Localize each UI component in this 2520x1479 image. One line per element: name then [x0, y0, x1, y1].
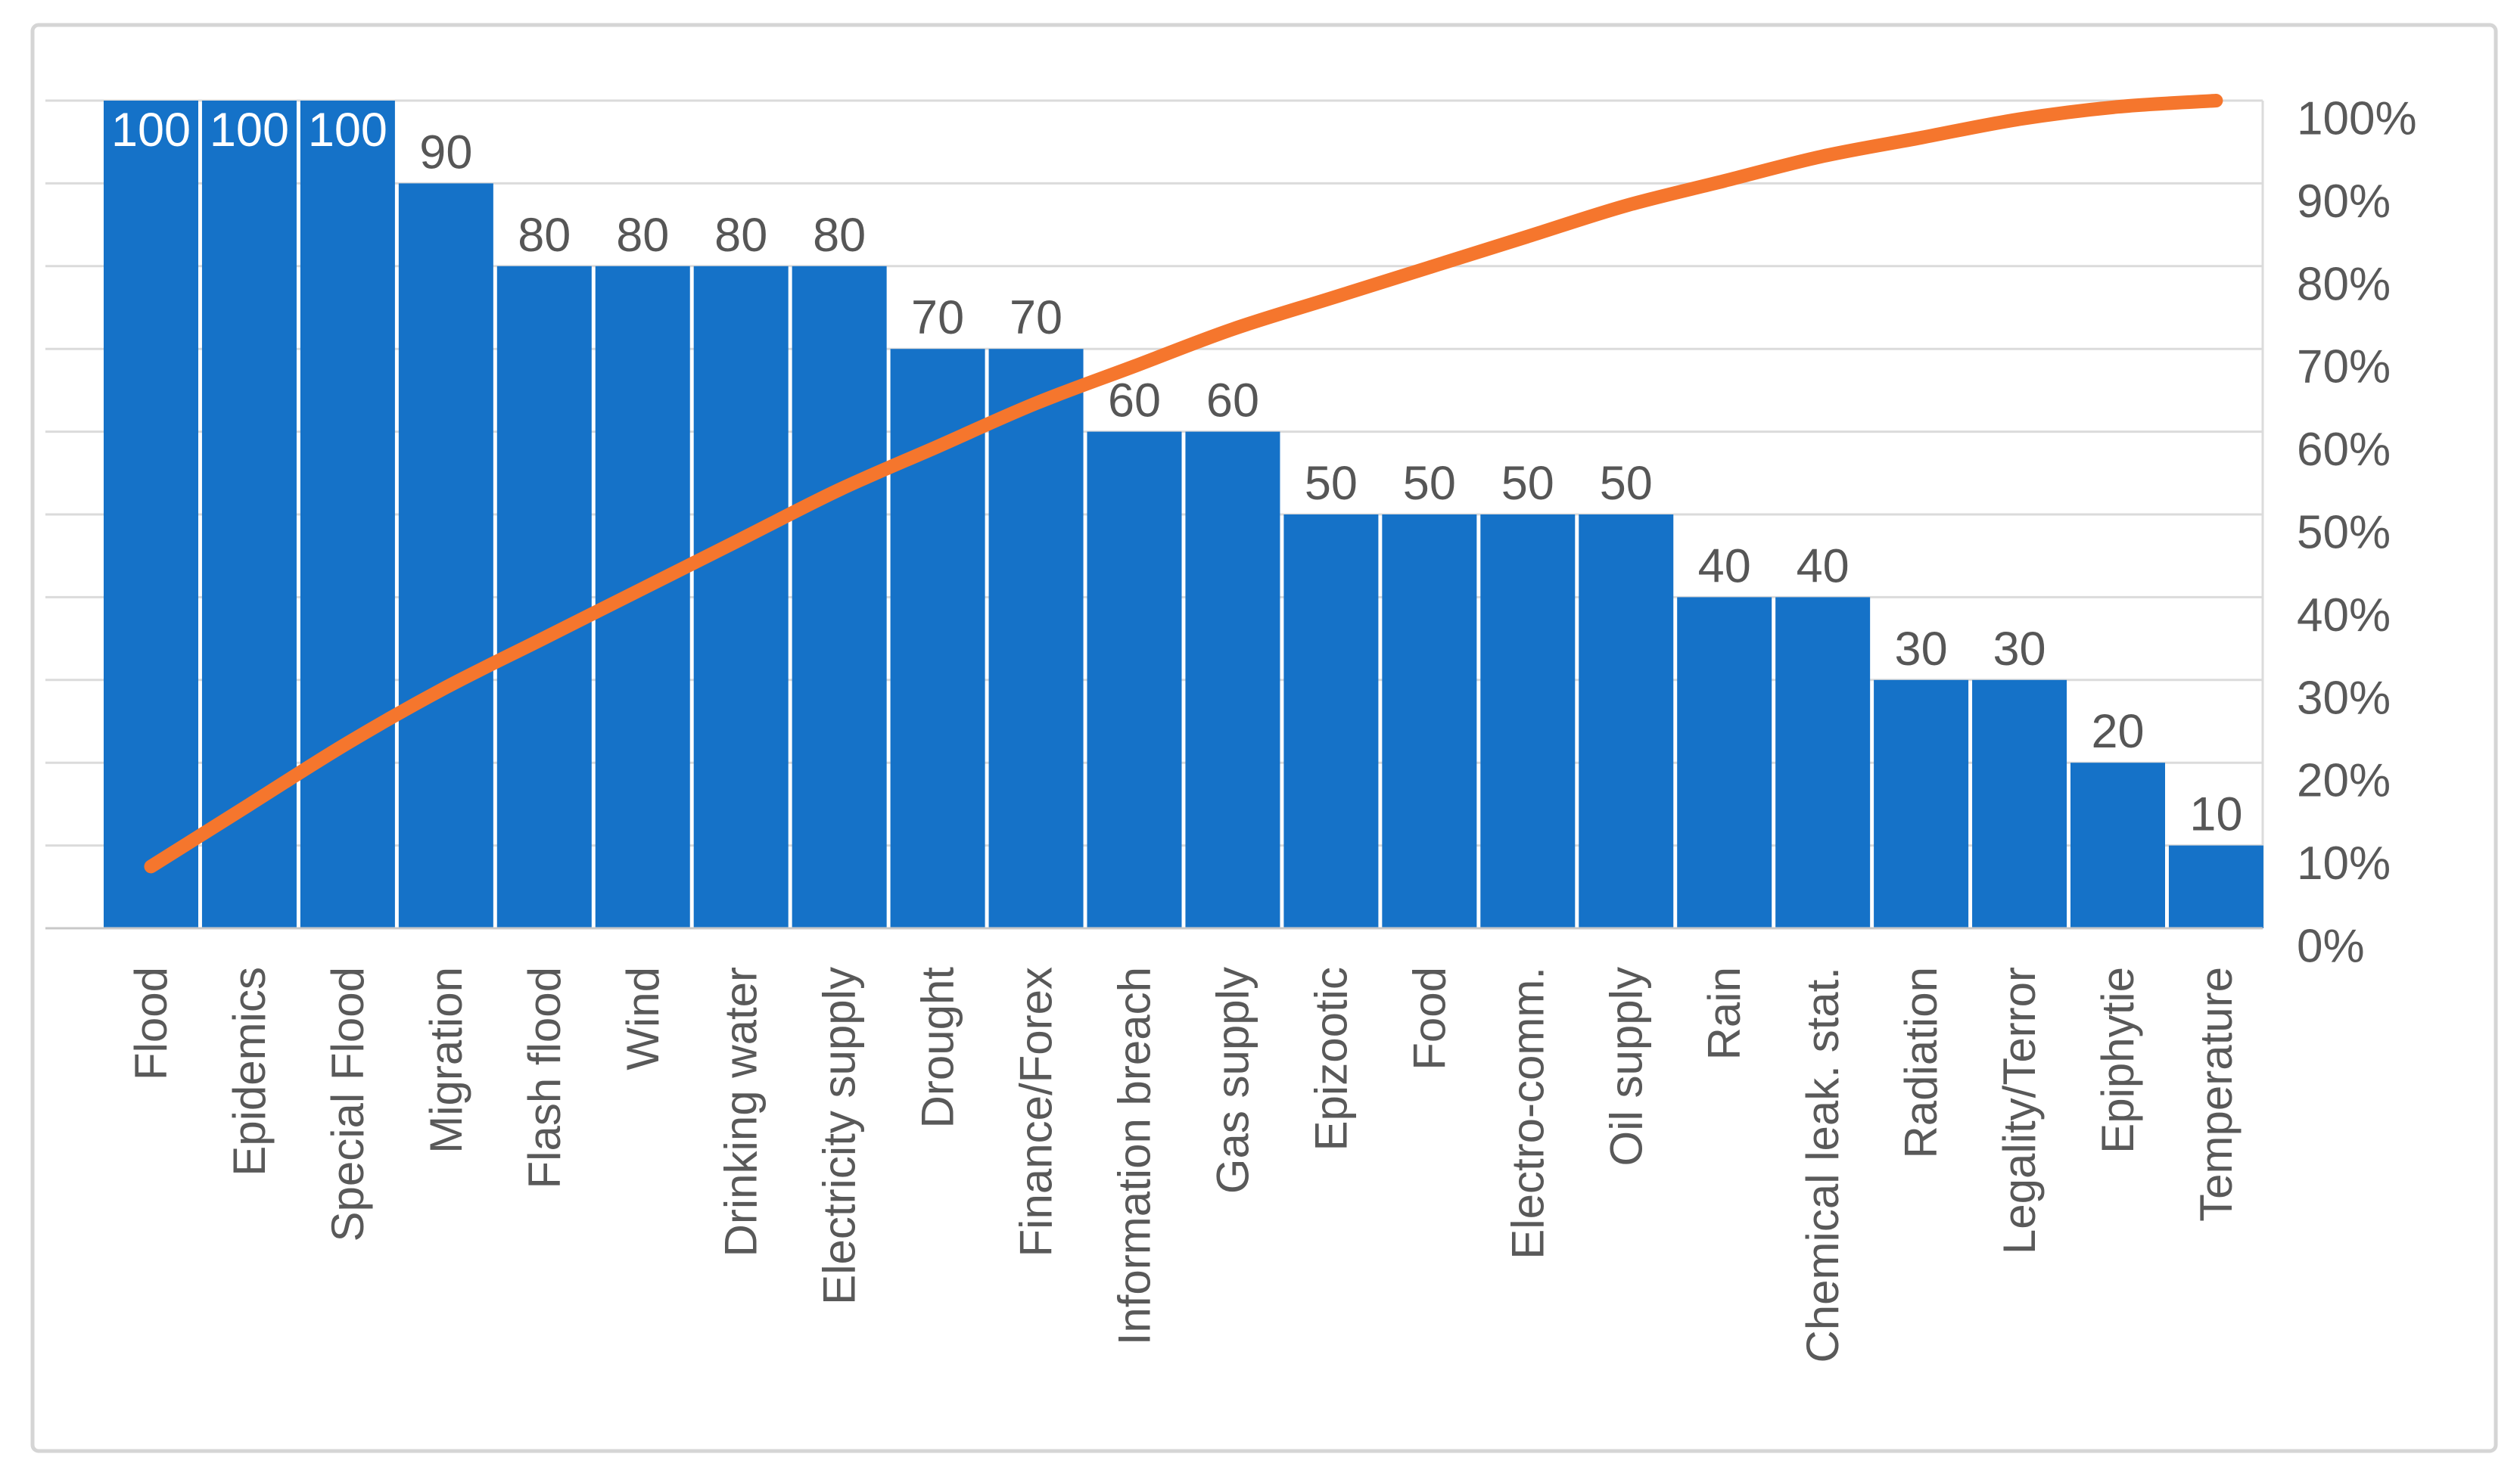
bar [1087, 431, 1182, 928]
category-label: Rain [1699, 967, 1750, 1060]
bar-value-label: 80 [616, 209, 669, 262]
bar [693, 266, 789, 928]
right-axis-tick-label: 90% [2297, 176, 2391, 228]
category-label: Migration [421, 967, 471, 1154]
bar-value-label: 50 [1305, 457, 1358, 510]
category-label: Flash flood [519, 967, 570, 1189]
right-axis-tick-label: 50% [2297, 507, 2391, 559]
right-axis-tick-label: 30% [2297, 672, 2391, 724]
category-label: Electricity supply [814, 967, 865, 1305]
bar-value-label: 50 [1600, 457, 1653, 510]
bar-value-label: 80 [518, 209, 571, 262]
bar [1874, 679, 1969, 928]
right-axis-tick-label: 10% [2297, 837, 2391, 890]
right-axis-tick-label: 20% [2297, 755, 2391, 807]
right-axis-tick-label: 40% [2297, 589, 2391, 642]
bar-value-label: 30 [1895, 623, 1948, 676]
bar [792, 266, 887, 928]
bar-value-label: 50 [1501, 457, 1554, 510]
category-label: Epiphytie [2092, 967, 2143, 1154]
bar-value-label: 100 [111, 104, 191, 157]
bar-value-label: 60 [1108, 374, 1161, 427]
category-label: Gas supply [1207, 967, 1258, 1194]
bar [595, 266, 690, 928]
category-label: Flood [126, 967, 176, 1080]
category-label: Epidemics [224, 967, 275, 1176]
category-label: Wind [618, 967, 668, 1070]
category-label: Electro-comm. [1502, 967, 1553, 1260]
category-axis: Flood Epidemics Special Flood Migration Flas… [126, 967, 2242, 1363]
bar [1283, 514, 1379, 928]
bar-value-label: 90 [419, 126, 472, 179]
bar [1775, 597, 1871, 928]
bar [398, 183, 493, 928]
bar [1972, 679, 2067, 928]
bar [1185, 431, 1280, 928]
category-label: Food [1404, 967, 1454, 1070]
category-label: Temperature [2191, 967, 2242, 1222]
bar-value-label: 10 [2189, 788, 2242, 841]
bar-value-label: 70 [1010, 291, 1062, 344]
right-axis-labels: 100% 90% 80% 70% 60% 50% 40% 30% 20% 10% 0% [2297, 93, 2417, 973]
bar-value-label: 50 [1403, 457, 1456, 510]
bar [1579, 514, 1674, 928]
bar [104, 101, 198, 928]
category-label: Information breach [1109, 967, 1160, 1345]
category-label: Finance/Forex [1011, 967, 1062, 1257]
bar [1677, 597, 1772, 928]
bar [496, 266, 592, 928]
bar [2070, 763, 2165, 928]
category-label: Epizootic [1305, 967, 1356, 1151]
right-axis-tick-label: 0% [2297, 921, 2365, 973]
category-label: Legality/Terror [1994, 967, 2045, 1254]
bar-value-label: 80 [813, 209, 866, 262]
bar-value-label: 20 [2091, 705, 2144, 758]
bar-value-labels: 100 100 100 90 80 80 80 80 70 70 60 60 50 50 50 50 40 40 3… [111, 104, 2243, 841]
right-axis-tick-label: 70% [2297, 341, 2391, 393]
bar-value-label: 80 [714, 209, 767, 262]
bar-value-label: 70 [911, 291, 964, 344]
bar-value-label: 40 [1797, 539, 1850, 592]
bar [988, 349, 1084, 928]
bar [300, 101, 395, 928]
bar-value-label: 60 [1206, 374, 1259, 427]
category-label: Oil supply [1601, 967, 1651, 1166]
bar-value-label: 100 [308, 104, 387, 157]
category-label: Chemical leak. stat. [1797, 967, 1848, 1363]
category-label: Drinking water [716, 967, 767, 1257]
bar-value-label: 40 [1698, 539, 1751, 592]
bar-series [104, 101, 2263, 928]
bar [2168, 845, 2263, 928]
bar-value-label: 30 [1993, 623, 2046, 676]
cumulative-line [144, 94, 2223, 874]
category-label: Radiation [1896, 967, 1946, 1159]
category-label: Drought [913, 967, 963, 1129]
right-axis-tick-label: 100% [2297, 93, 2417, 145]
bar-value-label: 100 [210, 104, 289, 157]
category-label: Special Flood [322, 967, 373, 1242]
right-axis-tick-label: 80% [2297, 258, 2391, 310]
bar [1382, 514, 1477, 928]
right-axis-tick-label: 60% [2297, 424, 2391, 476]
bar [1480, 514, 1576, 928]
